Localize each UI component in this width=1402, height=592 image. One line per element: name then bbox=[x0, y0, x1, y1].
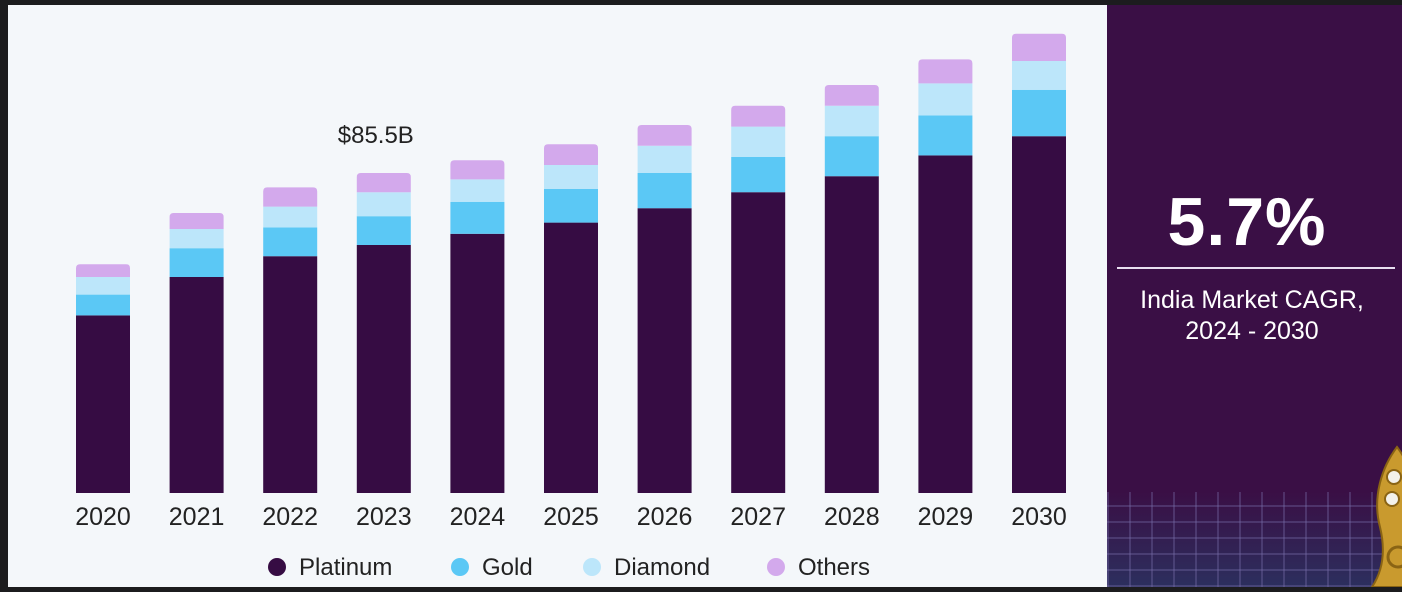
x-tick-label: 2021 bbox=[169, 503, 225, 531]
x-tick-label: 2023 bbox=[356, 503, 412, 531]
x-tick-label: 2020 bbox=[75, 503, 131, 531]
x-tick-label: 2025 bbox=[543, 503, 599, 531]
x-tick-label: 2022 bbox=[262, 503, 318, 531]
bar-segment-2028-diamond bbox=[824, 105, 879, 137]
bar-segment-2024-gold bbox=[450, 201, 505, 234]
bar-segment-2029-gold bbox=[918, 115, 973, 156]
x-tick-label: 2030 bbox=[1011, 503, 1067, 531]
legend-swatch-platinum bbox=[268, 558, 286, 576]
bar-segment-2023-others bbox=[356, 173, 411, 193]
cagr-divider bbox=[1117, 267, 1395, 269]
grid-floor-decoration bbox=[1107, 492, 1402, 587]
bar-segment-2022-gold bbox=[263, 227, 318, 257]
bar-segment-2024-diamond bbox=[450, 179, 505, 202]
cagr-value: 5.7% bbox=[1167, 184, 1327, 260]
bar-segment-2030-others bbox=[1012, 33, 1066, 61]
stacked-bar-chart: 2020 2021 2022 2023 2024 2025 2026 2027 2028 2029… bbox=[75, 33, 1067, 581]
bar-segment-2023-gold bbox=[356, 216, 411, 245]
bar-segment-2020-gold bbox=[76, 294, 130, 316]
bar-segment-2025-platinum bbox=[544, 222, 598, 493]
bar-segment-2028-gold bbox=[824, 136, 879, 177]
bar-segment-2028-platinum bbox=[824, 176, 879, 493]
legend-swatch-gold bbox=[451, 558, 469, 576]
bar-segment-2025-others bbox=[544, 144, 598, 165]
legend-swatch-others bbox=[767, 558, 785, 576]
bar-segment-2028-others bbox=[824, 85, 879, 106]
legend-label-gold: Gold bbox=[482, 554, 533, 581]
x-tick-label: 2024 bbox=[450, 503, 506, 531]
cagr-label: India Market CAGR, 2024 - 2030 bbox=[1107, 285, 1397, 347]
bar-segment-2023-platinum bbox=[356, 245, 411, 493]
legend-swatch-diamond bbox=[583, 558, 601, 576]
bar-segment-2030-diamond bbox=[1012, 61, 1066, 90]
bar-segment-2020-platinum bbox=[76, 315, 130, 493]
legend-label-diamond: Diamond bbox=[614, 554, 710, 581]
bar-segment-2022-others bbox=[263, 187, 318, 207]
bar-annotation-label: $85.5B bbox=[338, 122, 414, 149]
bar-segment-2027-others bbox=[731, 105, 786, 127]
bar-segment-2022-platinum bbox=[263, 256, 318, 493]
bar-segment-2030-gold bbox=[1012, 89, 1066, 137]
bar-segment-2025-diamond bbox=[544, 165, 598, 189]
x-axis-ticks: 2020 2021 2022 2023 2024 2025 2026 2027 2028 2029… bbox=[75, 503, 1067, 531]
bar-segment-2020-others bbox=[76, 264, 130, 277]
x-tick-label: 2028 bbox=[824, 503, 880, 531]
bars-group bbox=[76, 33, 1066, 494]
bar-segment-2024-platinum bbox=[450, 233, 505, 494]
bar-segment-2021-others bbox=[169, 213, 224, 229]
bar-segment-2021-platinum bbox=[169, 277, 224, 493]
legend-label-platinum: Platinum bbox=[299, 554, 392, 581]
bar-segment-2029-others bbox=[918, 59, 973, 84]
legend-label-others: Others bbox=[798, 554, 870, 581]
bar-segment-2021-gold bbox=[169, 248, 224, 277]
bar-segment-2029-diamond bbox=[918, 83, 973, 116]
bar-segment-2021-diamond bbox=[169, 229, 224, 249]
jewelry-earring-icon bbox=[1370, 445, 1402, 587]
bar-segment-2020-diamond bbox=[76, 277, 130, 295]
chart-panel: 2020 2021 2022 2023 2024 2025 2026 2027 2028 2029… bbox=[8, 5, 1107, 587]
bar-segment-2026-platinum bbox=[637, 208, 692, 493]
bar-segment-2026-gold bbox=[637, 173, 692, 209]
bar-segment-2026-others bbox=[637, 125, 692, 146]
cagr-label-line1: India Market CAGR, bbox=[1140, 286, 1364, 314]
bar-segment-2023-diamond bbox=[356, 192, 411, 217]
bar-segment-2027-gold bbox=[731, 157, 786, 193]
bar-segment-2025-gold bbox=[544, 189, 598, 223]
bar-segment-2022-diamond bbox=[263, 206, 318, 228]
x-tick-label: 2029 bbox=[918, 503, 974, 531]
bar-segment-2029-platinum bbox=[918, 155, 973, 493]
annotations-group: $85.5B bbox=[338, 122, 414, 149]
bar-segment-2024-others bbox=[450, 160, 505, 180]
x-tick-label: 2026 bbox=[637, 503, 693, 531]
legend: Platinum Gold Diamond Others bbox=[268, 554, 870, 581]
bar-segment-2026-diamond bbox=[637, 145, 692, 173]
bar-segment-2030-platinum bbox=[1012, 136, 1066, 493]
cagr-label-line2: 2024 - 2030 bbox=[1185, 317, 1319, 345]
bar-segment-2027-diamond bbox=[731, 126, 786, 157]
side-panel: 5.7% India Market CAGR, 2024 - 2030 bbox=[1107, 5, 1402, 587]
bar-segment-2027-platinum bbox=[731, 192, 786, 493]
x-tick-label: 2027 bbox=[730, 503, 786, 531]
